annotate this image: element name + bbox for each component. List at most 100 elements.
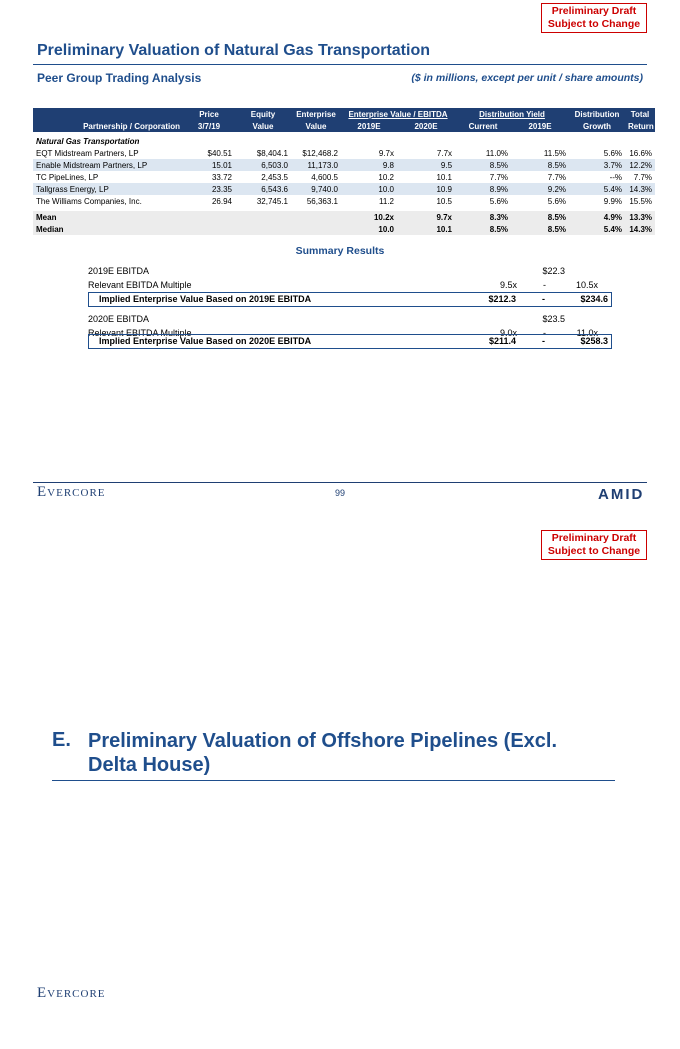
heading: Preliminary Valuation of Offshore Pipeli… xyxy=(88,730,558,776)
cell: 4,600.5 xyxy=(311,172,338,182)
cell: --% xyxy=(609,172,623,182)
cell: 11.5% xyxy=(543,148,567,158)
header-cell: Current xyxy=(455,120,512,132)
cell: 9.2% xyxy=(511,183,570,195)
header-cell: Total xyxy=(625,108,656,120)
separator: - xyxy=(543,280,546,290)
heading-letter: E. xyxy=(52,729,71,751)
cell xyxy=(183,223,341,235)
cell: Mean xyxy=(33,211,183,223)
cell: Tallgrass Energy, LP xyxy=(33,183,183,195)
header-cell: 2020E xyxy=(397,120,456,132)
cell: 9.7x xyxy=(397,211,456,223)
title: Preliminary Valuation of Natural Gas Tra… xyxy=(37,42,430,59)
cell: 10.1 xyxy=(397,223,456,235)
cell: 32,745.1 xyxy=(256,196,288,206)
data-row: Tallgrass Energy, LP 23.35 6,543.6 9,740.0 1… xyxy=(33,183,656,195)
cell: 4.9% xyxy=(569,211,626,223)
cell: 8.5% xyxy=(511,159,570,171)
low: 9.5x xyxy=(499,280,517,290)
cell: 14.3% xyxy=(625,223,656,235)
summary-row: Implied Enterprise Value Based on 2019E … xyxy=(88,292,612,307)
cell: 5.4% xyxy=(569,223,626,235)
data-row: EQT Midstream Partners, LP $40.51 $8,404.1… xyxy=(33,147,655,159)
cell: 56,363.1 xyxy=(306,196,338,206)
cell: 10.1 xyxy=(436,172,453,182)
logo: Evercore xyxy=(37,484,106,500)
header-cell: Equity xyxy=(235,108,291,120)
header-cell: 2019E xyxy=(341,120,397,132)
cell: 2,453.5 xyxy=(261,172,288,182)
header-cell: Value xyxy=(235,120,291,132)
stamp: Preliminary Draft Subject to Change xyxy=(541,530,647,560)
low: 9.0x xyxy=(499,328,517,338)
cell: 10.9 xyxy=(397,183,456,195)
header-cell xyxy=(33,108,183,120)
cell: TC PipeLines, LP xyxy=(36,172,99,182)
high: $234.6 xyxy=(580,294,608,304)
label: Relevant EBITDA Multiple xyxy=(88,280,192,290)
cell: 5.4% xyxy=(569,183,626,195)
stat-row: Median 10.0 10.1 8.5% 8.5% 5.4% 14.3% xyxy=(33,223,656,235)
header-row: Price Equity Enterprise Enterprise Value / … xyxy=(33,108,656,120)
header-cell: 3/7/19 xyxy=(183,120,235,132)
separator: - xyxy=(542,294,545,304)
cell: 5.6% xyxy=(489,196,509,206)
cell: 16.6% xyxy=(629,148,653,158)
cell: 15.5% xyxy=(629,196,653,206)
cell: 3.7% xyxy=(569,159,626,171)
cell: 8.9% xyxy=(455,183,512,195)
section-label: Natural Gas Transportation xyxy=(36,136,140,146)
header-cell: Return xyxy=(625,120,656,132)
cell: $8,404.1 xyxy=(256,148,288,158)
label: Relevant EBITDA Multiple xyxy=(88,328,192,338)
stamp-line: Preliminary Draft xyxy=(551,5,637,17)
heading-rule xyxy=(52,780,615,781)
cell: 8.3% xyxy=(455,211,512,223)
summary-row: Relevant EBITDA Multiple 9.5x - 10.5x xyxy=(88,279,612,292)
cell: 10.5 xyxy=(436,196,453,206)
cell: 11.0% xyxy=(485,148,509,158)
cell: 14.3% xyxy=(625,183,656,195)
data-row: TC PipeLines, LP 33.72 2,453.5 4,600.5 10.2 1… xyxy=(33,171,655,183)
header-cell: Price xyxy=(183,108,235,120)
summary-title: Summary Results xyxy=(295,245,385,257)
section-row: Natural Gas Transportation xyxy=(33,132,655,147)
cell: 10.0 xyxy=(341,223,397,235)
peer-table: Price Equity Enterprise Enterprise Value / … xyxy=(33,108,656,235)
partner-logo: AMID xyxy=(598,486,645,503)
stamp-line: Subject to Change xyxy=(547,545,641,557)
cell: 9,740.0 xyxy=(291,183,341,195)
cell: 10.0 xyxy=(341,183,397,195)
cell: 5.6% xyxy=(603,148,623,158)
low: $212.3 xyxy=(488,294,516,304)
note: ($ in millions, except per unit / share … xyxy=(411,72,643,84)
cell: EQT Midstream Partners, LP xyxy=(36,148,139,158)
header-cell: Distribution xyxy=(569,108,626,120)
low: $211.4 xyxy=(488,336,516,346)
separator: - xyxy=(542,336,545,346)
cell: 26.94 xyxy=(211,196,232,206)
cell: 9.7x xyxy=(378,148,394,158)
data-row: The Williams Companies, Inc. 26.94 32,745.… xyxy=(33,195,655,207)
stamp: Preliminary Draft Subject to Change xyxy=(541,3,647,33)
label: Implied Enterprise Value Based on 2020E … xyxy=(99,336,312,346)
header-cell: 2019E xyxy=(511,120,570,132)
cell: 10.2 xyxy=(378,172,394,182)
high: $258.3 xyxy=(580,336,608,346)
subtitle: Peer Group Trading Analysis xyxy=(37,71,202,85)
header-cell: Enterprise Value / EBITDA xyxy=(341,108,456,120)
cell: 7.7% xyxy=(489,172,509,182)
separator: - xyxy=(543,328,546,338)
cell: Enable Midstream Partners, LP xyxy=(33,159,183,171)
header-cell: Growth xyxy=(569,120,626,132)
cell: 33.72 xyxy=(211,172,232,182)
stamp-line: Subject to Change xyxy=(547,18,641,30)
cell: 8.5% xyxy=(455,159,512,171)
stat-row: Mean 10.2x 9.7x 8.3% 8.5% 4.9% 13.3% xyxy=(33,211,656,223)
cell: 9.9% xyxy=(603,196,623,206)
header-cell: Partnership / Corporation xyxy=(33,120,183,132)
header-cell: Distribution Yield xyxy=(455,108,570,120)
high: 10.5x xyxy=(575,280,598,290)
